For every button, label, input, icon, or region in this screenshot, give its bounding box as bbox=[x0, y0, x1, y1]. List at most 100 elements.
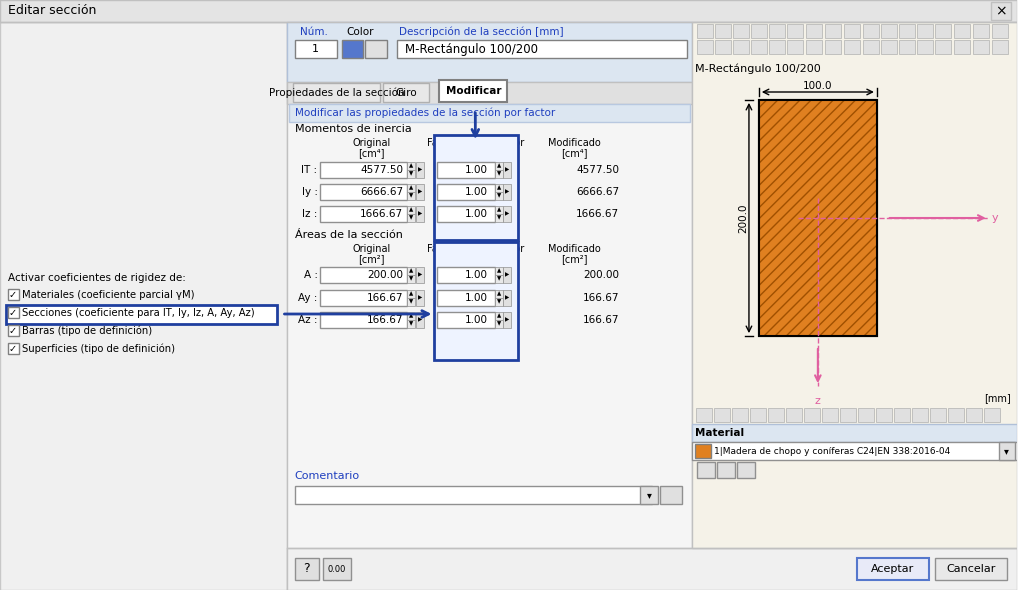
Text: ▲: ▲ bbox=[409, 208, 413, 212]
Text: Modificar las propiedades de la sección por factor: Modificar las propiedades de la sección … bbox=[294, 108, 555, 118]
Bar bbox=[697, 40, 713, 54]
Text: 6666.67: 6666.67 bbox=[360, 187, 403, 197]
Bar bbox=[287, 82, 692, 104]
Bar bbox=[496, 162, 503, 170]
Bar bbox=[287, 22, 692, 590]
Text: ▶: ▶ bbox=[418, 317, 422, 323]
Bar bbox=[438, 206, 496, 222]
Bar bbox=[806, 24, 822, 38]
Text: [-]: [-] bbox=[469, 254, 480, 264]
Text: Núm.: Núm. bbox=[299, 27, 328, 37]
Bar bbox=[844, 24, 860, 38]
Text: ▲: ▲ bbox=[409, 313, 413, 319]
Bar bbox=[320, 312, 407, 328]
Bar bbox=[496, 312, 503, 320]
Bar bbox=[935, 40, 951, 54]
Text: ▼: ▼ bbox=[497, 172, 502, 176]
Text: IT :: IT : bbox=[301, 165, 318, 175]
Text: ▲: ▲ bbox=[497, 291, 502, 297]
Bar bbox=[503, 206, 511, 222]
Bar bbox=[894, 408, 910, 422]
Bar bbox=[966, 408, 981, 422]
Bar bbox=[8, 343, 19, 354]
Text: ?: ? bbox=[303, 562, 309, 575]
Text: ▶: ▶ bbox=[505, 296, 509, 300]
Bar bbox=[692, 424, 1017, 442]
Text: Editar sección: Editar sección bbox=[8, 5, 97, 18]
Text: Modificado: Modificado bbox=[548, 244, 601, 254]
Text: 166.67: 166.67 bbox=[582, 293, 619, 303]
Text: [cm²]: [cm²] bbox=[561, 254, 587, 264]
Bar bbox=[954, 24, 969, 38]
Text: 1|Madera de chopo y coníferas C24|EN 338:2016-04: 1|Madera de chopo y coníferas C24|EN 338… bbox=[714, 447, 950, 455]
Bar bbox=[759, 100, 876, 336]
Bar bbox=[503, 184, 511, 200]
Bar bbox=[438, 290, 496, 306]
Bar bbox=[496, 275, 503, 283]
Bar bbox=[992, 24, 1008, 38]
Bar bbox=[496, 214, 503, 222]
Bar bbox=[320, 290, 407, 306]
Bar bbox=[697, 462, 715, 478]
Bar bbox=[769, 24, 785, 38]
Bar bbox=[320, 267, 407, 283]
Text: ▶: ▶ bbox=[418, 296, 422, 300]
Bar bbox=[496, 267, 503, 275]
Bar bbox=[503, 312, 511, 328]
Text: 1.00: 1.00 bbox=[464, 270, 488, 280]
Text: Barras (tipo de definición): Barras (tipo de definición) bbox=[22, 326, 152, 336]
Bar bbox=[929, 408, 946, 422]
Bar bbox=[935, 558, 1007, 580]
Text: ▼: ▼ bbox=[497, 300, 502, 304]
Bar bbox=[825, 24, 841, 38]
Text: M-Rectángulo 100/200: M-Rectángulo 100/200 bbox=[405, 42, 539, 55]
Text: ▶: ▶ bbox=[418, 189, 422, 195]
Bar bbox=[416, 162, 425, 178]
Bar bbox=[496, 184, 503, 192]
Text: 1.00: 1.00 bbox=[464, 315, 488, 325]
Bar bbox=[733, 24, 749, 38]
Bar bbox=[365, 40, 388, 58]
Text: [cm⁴]: [cm⁴] bbox=[561, 148, 587, 158]
Bar bbox=[0, 22, 287, 590]
Text: 1.00: 1.00 bbox=[464, 165, 488, 175]
Text: ▼: ▼ bbox=[497, 277, 502, 281]
Text: ▲: ▲ bbox=[497, 313, 502, 319]
Bar bbox=[714, 408, 730, 422]
Bar bbox=[899, 40, 915, 54]
Text: 1.00: 1.00 bbox=[464, 209, 488, 219]
Bar bbox=[806, 40, 822, 54]
Bar bbox=[416, 312, 425, 328]
Text: ▾: ▾ bbox=[646, 490, 652, 500]
Bar bbox=[496, 298, 503, 306]
Bar bbox=[407, 320, 415, 328]
Bar bbox=[948, 408, 964, 422]
Text: Secciones (coeficiente para IT, Iy, Iz, A, Ay, Az): Secciones (coeficiente para IT, Iy, Iz, … bbox=[22, 308, 254, 318]
Text: 6666.67: 6666.67 bbox=[576, 187, 619, 197]
Bar bbox=[786, 408, 802, 422]
Text: Iy :: Iy : bbox=[301, 187, 318, 197]
Bar bbox=[875, 408, 892, 422]
Bar bbox=[320, 162, 407, 178]
Bar bbox=[384, 83, 430, 102]
Text: ▶: ▶ bbox=[505, 211, 509, 217]
Text: ▲: ▲ bbox=[409, 291, 413, 297]
Bar bbox=[397, 40, 687, 58]
Bar bbox=[863, 40, 879, 54]
Text: Giro: Giro bbox=[396, 88, 417, 98]
Text: ▲: ▲ bbox=[409, 268, 413, 274]
Text: 200.00: 200.00 bbox=[367, 270, 403, 280]
Bar bbox=[912, 408, 927, 422]
Bar bbox=[917, 24, 932, 38]
Text: Modificado: Modificado bbox=[548, 138, 601, 148]
Bar bbox=[768, 408, 784, 422]
Text: Original: Original bbox=[352, 138, 391, 148]
Bar bbox=[435, 135, 518, 240]
Bar bbox=[863, 24, 879, 38]
Text: ✓: ✓ bbox=[9, 308, 17, 318]
Text: Superficies (tipo de definición): Superficies (tipo de definición) bbox=[22, 344, 175, 354]
Text: ✓: ✓ bbox=[9, 290, 17, 300]
Text: [cm⁴]: [cm⁴] bbox=[358, 148, 385, 158]
Bar bbox=[8, 307, 19, 318]
Text: Descripción de la sección [mm]: Descripción de la sección [mm] bbox=[399, 27, 564, 37]
